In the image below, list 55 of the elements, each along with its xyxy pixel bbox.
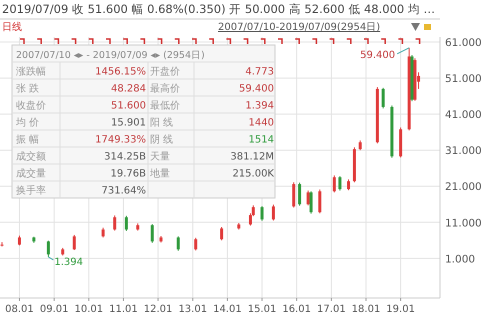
y-tick-label: 1.000 — [445, 253, 476, 266]
y-tick-label: 21.000 — [445, 181, 482, 194]
text: 2007/07/10-2019/07/09(2954日) — [218, 22, 380, 33]
y-tick-label: 31.000 — [445, 145, 482, 158]
annotation: 59.400 — [239, 84, 274, 94]
x-tick-label: 15.01 — [248, 304, 276, 315]
annotation: 1.394 — [245, 100, 274, 112]
annotation: 阴 线 — [150, 134, 174, 146]
x-tick-label: 11.01 — [109, 304, 138, 315]
x-tick-label: 10.01 — [74, 304, 104, 315]
annotation: 314.25B — [104, 152, 146, 162]
chart-subtitle: 日线 — [2, 21, 22, 33]
annotation: 59.400 — [360, 50, 396, 61]
annotation: 48.284 — [111, 84, 146, 94]
x-tick-label: 09.01 — [40, 304, 68, 315]
annotation: 最低价 — [150, 100, 180, 112]
x-tick-label: 17.01 — [317, 304, 346, 315]
x-tick-label: 14.01 — [213, 304, 242, 315]
annotation: 1456.15% — [95, 66, 146, 78]
annotation: 地量 — [149, 168, 170, 180]
y-tick-label: 61.000 — [445, 37, 482, 50]
annotation: 381.12M — [230, 152, 274, 162]
annotation: 均 价 — [15, 116, 40, 128]
x-tick-label: 18.01 — [352, 304, 380, 315]
annotation: 开盘价 — [150, 66, 180, 78]
annotation: 成交额 — [16, 150, 46, 162]
x-tick-label: 19.01 — [386, 304, 415, 315]
annotation: 19.76B — [110, 168, 146, 180]
y-tick-label: 51.000 — [445, 73, 482, 86]
annotation: 换手率 — [16, 184, 46, 196]
annotation: 涨跌幅 — [16, 66, 46, 78]
annotation: 215.00K — [232, 168, 274, 180]
annotation: 振 幅 — [16, 134, 40, 146]
annotation: 成交量 — [16, 168, 46, 180]
annotation: 1440 — [248, 118, 274, 128]
annotation: 1.394 — [54, 256, 84, 268]
x-tick-label: 12.01 — [144, 304, 172, 315]
annotation: 天量 — [150, 152, 170, 162]
annotation: 2007/07/10 ◂▸ - 2019/07/09 ◂▸ (2954日) — [16, 50, 205, 61]
annotation: 阳 线 — [150, 116, 174, 128]
annotation: 张 跌 — [16, 82, 40, 94]
y-tick-label: 41.000 — [445, 109, 482, 122]
annotation: 1514 — [248, 134, 274, 146]
annotation: 最高价 — [150, 82, 180, 94]
chart-title: 2019/07/09 收 51.600 幅 0.68%(0.350) 开 50.000 高 52.600 低 48.000 均 … — [2, 2, 436, 16]
x-tick-label: 08.01 — [5, 304, 34, 315]
x-tick-label: 16.01 — [282, 304, 311, 315]
annotation: 731.64% — [102, 186, 146, 196]
annotation: 1749.33% — [95, 134, 146, 146]
annotation: 收盘价 — [16, 100, 46, 112]
annotation: 4.773 — [245, 66, 274, 78]
annotation: 51.600 — [111, 100, 146, 112]
y-tick-label: 11.000 — [445, 217, 482, 230]
x-tick-label: 13.01 — [178, 304, 208, 315]
annotation: 15.901 — [111, 118, 146, 128]
